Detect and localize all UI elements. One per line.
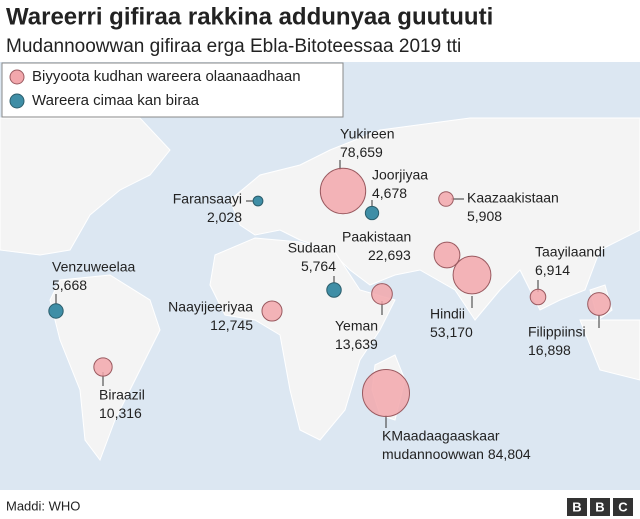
country-label: Filippiinsi <box>528 324 586 340</box>
bubble <box>452 255 492 295</box>
value: 10,316 <box>99 405 142 421</box>
value-label: 5,764 <box>301 258 336 274</box>
bubble <box>587 292 611 316</box>
bubble <box>326 282 342 298</box>
country-label: Yukireen <box>340 126 394 142</box>
value: 5,764 <box>301 258 336 274</box>
value-label: mudannoowwan 84,804 <box>382 446 531 462</box>
value-label: 10,316 <box>99 405 142 421</box>
legend-swatch <box>9 93 25 109</box>
value: 5,668 <box>52 277 87 293</box>
bubble <box>93 357 113 377</box>
bubble <box>371 283 393 305</box>
bubble <box>438 191 454 207</box>
value: 22,693 <box>368 247 411 263</box>
value: 78,659 <box>340 144 383 160</box>
country-label: Venzuweelaa <box>52 259 136 275</box>
bubble <box>261 300 283 322</box>
bubble <box>319 167 367 215</box>
logo-letter: B <box>572 499 581 514</box>
logo-letter: B <box>595 499 604 514</box>
subtitle: Mudannoowwan gifiraa erga Ebla-Bitoteess… <box>6 36 461 57</box>
value-label: 5,668 <box>52 277 87 293</box>
bubble <box>433 241 461 269</box>
value-label: 78,659 <box>340 144 383 160</box>
value: 6,914 <box>535 262 570 278</box>
value: 4,678 <box>372 185 407 201</box>
country-label: Hindii <box>430 306 465 322</box>
value-label: 2,028 <box>207 209 242 225</box>
value-label: 6,914 <box>535 262 570 278</box>
bubble <box>362 369 410 417</box>
country-label: Sudaan <box>288 240 336 256</box>
value: 16,898 <box>528 342 571 358</box>
value-label: 16,898 <box>528 342 571 358</box>
legend-box <box>1 62 344 118</box>
country-label: Taayilaandi <box>535 244 605 260</box>
source: Maddi: WHO <box>6 498 80 513</box>
legend-label: Wareera cimaa kan biraa <box>32 92 200 109</box>
value: 2,028 <box>207 209 242 225</box>
value-label: 4,678 <box>372 185 407 201</box>
country-label: Biraazil <box>99 387 145 403</box>
logo-box <box>590 498 610 516</box>
value: 12,745 <box>210 317 253 333</box>
value: 5,908 <box>467 208 502 224</box>
country-label: Yeman <box>335 318 378 334</box>
bubble <box>48 303 64 319</box>
value: 84,804 <box>488 446 531 462</box>
title: Wareerri gifiraa rakkina addunyaa guutuu… <box>6 3 493 30</box>
country-label: Joorjiyaa <box>372 167 428 183</box>
value-label: 12,745 <box>210 317 253 333</box>
note: mudannoowwan <box>382 446 484 462</box>
value: 53,170 <box>430 324 473 340</box>
logo-box <box>567 498 587 516</box>
country-label: Faransaayi <box>173 191 242 207</box>
country-label: Naayijeeriyaa <box>168 299 253 315</box>
value: 13,639 <box>335 336 378 352</box>
value-label: 22,693 <box>368 247 411 263</box>
legend-label: Biyyoota kudhan wareera olaanaadhaan <box>32 68 301 85</box>
value-label: 13,639 <box>335 336 378 352</box>
value-label: 5,908 <box>467 208 502 224</box>
logo-box <box>613 498 633 516</box>
legend-swatch <box>9 69 25 85</box>
bubble <box>364 205 380 221</box>
country-label: Kaazaakistaan <box>467 190 559 206</box>
logo-letter: C <box>618 499 628 514</box>
bubble <box>529 288 547 306</box>
bubble <box>252 195 264 207</box>
value-label: 53,170 <box>430 324 473 340</box>
country-label: KMaadaagaaskaar <box>382 428 500 444</box>
country-label: Paakistaan <box>342 229 411 245</box>
